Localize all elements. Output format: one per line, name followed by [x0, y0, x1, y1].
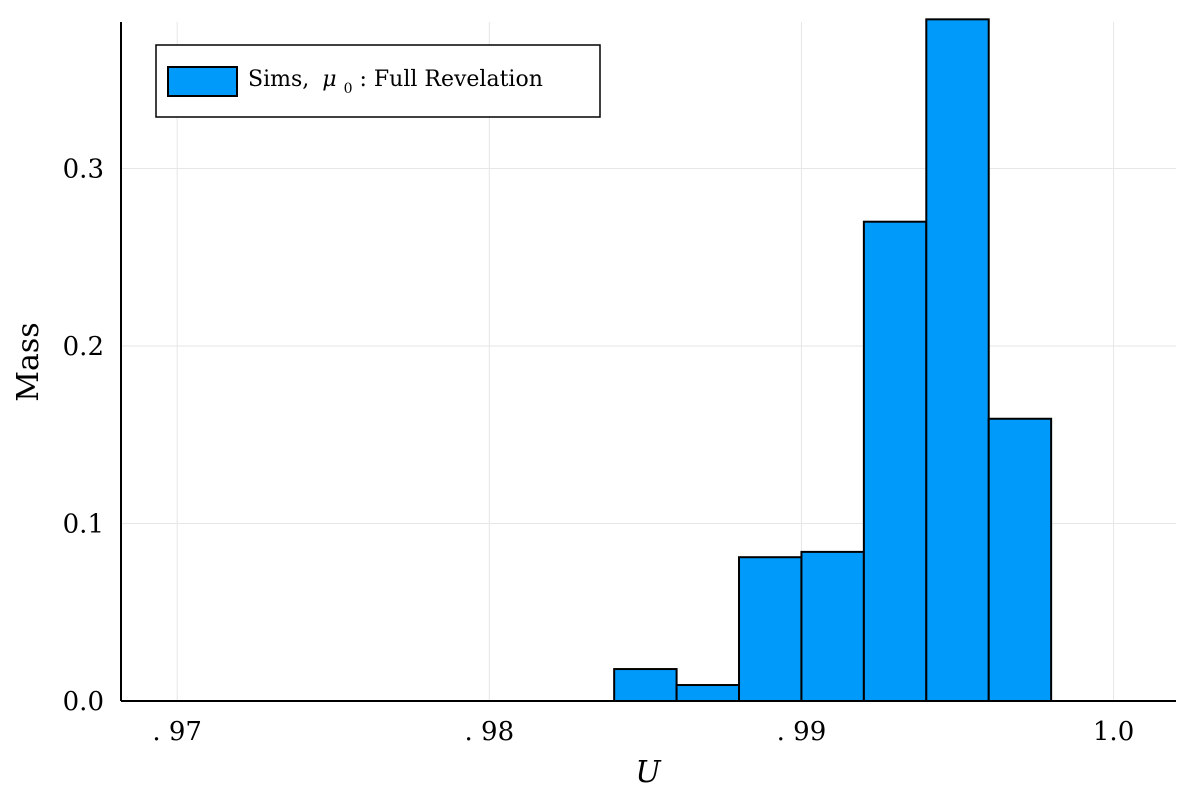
histogram-bar: [987, 417, 1053, 702]
legend-swatch: [167, 66, 238, 97]
x-tick-label: 1.0: [1093, 717, 1134, 747]
histogram-bar: [862, 220, 928, 703]
y-tick-labels: 0.0 0.1 0.2 0.3: [63, 154, 104, 717]
histogram-bar: [738, 556, 803, 703]
y-tick-label: 0.2: [63, 332, 104, 362]
legend-box: [155, 44, 601, 118]
legend-label-suffix: : Full Revelation: [359, 67, 542, 92]
x-tick-labels: . 97 . 98 . 99 1.0: [152, 717, 1134, 747]
histogram-bar: [800, 550, 865, 703]
y-axis-title: Mass: [11, 322, 46, 401]
histogram-bar: [925, 18, 990, 702]
axes: [120, 22, 1176, 702]
histogram-bar: [613, 668, 678, 702]
legend: Sims, μ 0 : Full Revelation: [155, 44, 601, 118]
y-tick-label: 0.0: [63, 687, 104, 717]
legend-label-sub: 0: [344, 81, 353, 97]
legend-label-prefix: Sims,: [248, 67, 316, 92]
legend-label: Sims, μ 0 : Full Revelation: [248, 67, 543, 99]
legend-label-mu: μ: [322, 67, 336, 92]
histogram-bar: [675, 684, 741, 703]
x-tick-label: . 98: [465, 717, 515, 747]
y-tick-label: 0.3: [63, 154, 104, 184]
histogram-bars: [613, 18, 1053, 703]
x-axis-title: U: [635, 755, 662, 790]
x-tick-label: . 99: [777, 717, 827, 747]
x-tick-label: . 97: [152, 717, 202, 747]
y-tick-label: 0.1: [63, 509, 104, 539]
